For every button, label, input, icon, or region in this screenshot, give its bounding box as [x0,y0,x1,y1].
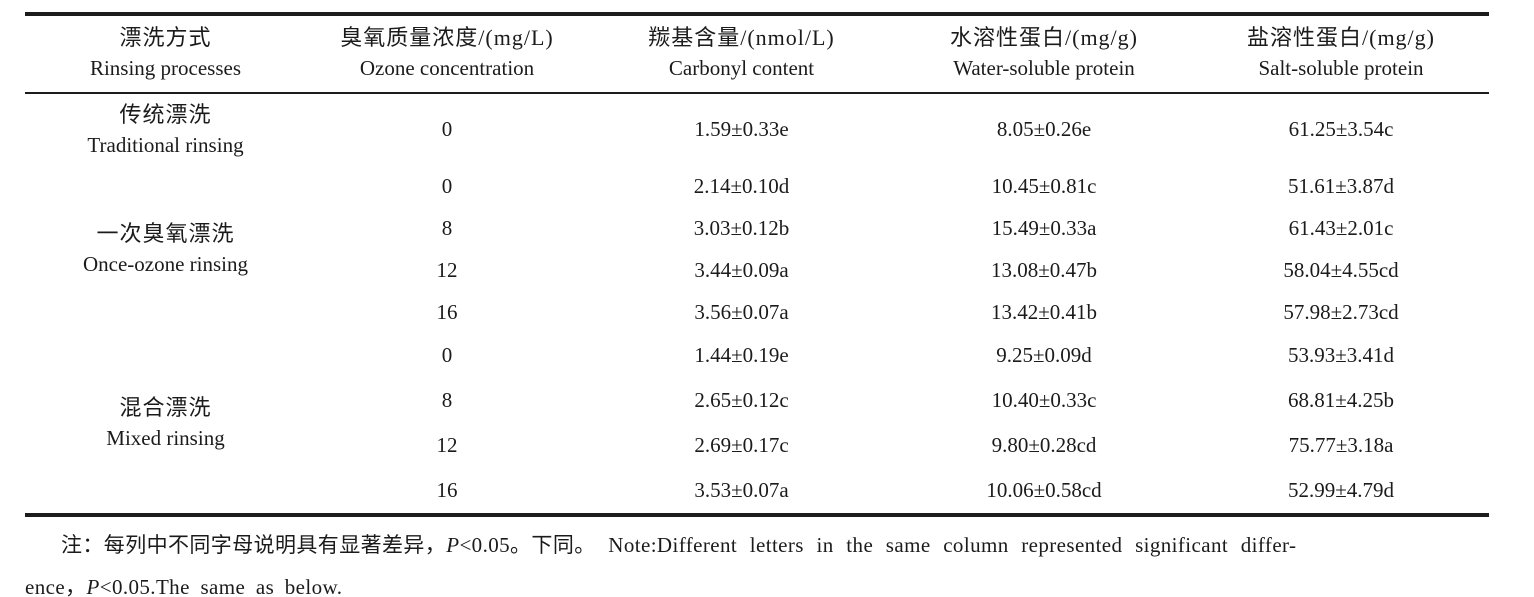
ozone-cell: 12 [436,433,458,457]
group-label-mixed-rinsing-zh: 混合漂洗 [119,395,212,420]
salt-protein-cell: 75.77±3.18a [1288,433,1394,457]
carbonyl-cell: 1.59±0.33e [694,117,789,141]
footnote-zh-text: 注：每列中不同字母说明具有显著差异， [61,533,447,557]
water-protein-cell: 10.06±0.58cd [986,478,1102,502]
table-row: 12 3.44±0.09a 13.08±0.47b 58.04±4.55cd [25,249,1489,291]
table-row: 混合漂洗 Mixed rinsing 0 1.44±0.19e 9.25±0.0… [25,333,1489,450]
table-row: 8 2.65±0.12c 10.40±0.33c 68.81±4.25b [25,378,1489,423]
col-header-carbonyl-content-en: Carbonyl content [668,56,815,80]
salt-protein-cell: 68.81±4.25b [1287,388,1395,412]
carbonyl-cell: 3.56±0.07a [694,299,789,324]
salt-protein-cell: 53.93±3.41d [1287,343,1395,367]
group-label-mixed-rinsing: 混合漂洗 Mixed rinsing [25,333,306,515]
col-header-carbonyl-content-zh: 羰基含量/(nmol/L) [648,25,835,50]
col-header-salt-soluble-protein: 盐溶性蛋白/(mg/g) Salt-soluble protein [1193,14,1489,93]
footnote-line2-prefix: ence， [25,575,87,597]
table-footnote: 注：每列中不同字母说明具有显著差异，P<0.05。下同。 Note:Differ… [25,525,1516,597]
footnote-p-symbol: P [446,533,460,557]
salt-protein-cell: 61.25±3.54c [1288,117,1394,141]
group-label-once-ozone-rinsing-en: Once-ozone rinsing [82,252,249,276]
table-row: 一次臭氧漂洗 Once-ozone rinsing 0 2.14±0.10d 1… [25,165,1489,277]
water-protein-cell: 9.25±0.09d [996,343,1092,367]
group-label-traditional-rinsing: 传统漂洗 Traditional rinsing [25,93,306,165]
col-header-rinsing-process-en: Rinsing processes [89,56,242,80]
carbonyl-cell: 1.44±0.19e [694,343,789,367]
footnote-line1-rest: <0.05。下同。 Note:Different letters in the … [459,533,1297,557]
col-header-salt-soluble-protein-zh: 盐溶性蛋白/(mg/g) [1247,25,1435,50]
col-header-salt-soluble-protein-en: Salt-soluble protein [1258,56,1424,80]
col-header-carbonyl-content: 羰基含量/(nmol/L) Carbonyl content [588,14,895,93]
carbonyl-cell: 3.44±0.09a [694,257,789,282]
col-header-rinsing-process: 漂洗方式 Rinsing processes [25,14,306,93]
salt-protein-cell: 52.99±4.79d [1287,478,1395,502]
group-label-once-ozone-rinsing: 一次臭氧漂洗 Once-ozone rinsing [25,165,306,333]
table-row: 传统漂洗 Traditional rinsing 0 1.59±0.33e 8.… [25,93,1489,165]
carbonyl-cell: 2.69±0.17c [694,433,789,457]
group-label-traditional-rinsing-en: Traditional rinsing [87,132,244,157]
footnote-line2-rest: <0.05.The same as below. [99,575,343,597]
water-protein-cell: 9.80±0.28cd [991,433,1097,457]
group-label-once-ozone-rinsing-zh: 一次臭氧漂洗 [96,221,235,246]
salt-protein-cell: 58.04±4.55cd [1283,257,1399,282]
salt-protein-cell: 51.61±3.87d [1287,173,1395,198]
water-protein-cell: 13.42±0.41b [990,299,1098,324]
carbonyl-cell: 3.03±0.12b [693,215,790,240]
carbonyl-cell: 2.65±0.12c [694,388,789,412]
carbonyl-cell: 3.53±0.07a [694,478,789,502]
ozone-cell: 8 [441,388,453,412]
water-protein-cell: 13.08±0.47b [990,257,1098,282]
table-row: 12 2.69±0.17c 9.80±0.28cd 75.77±3.18a [25,423,1489,468]
rinsing-results-table: 漂洗方式 Rinsing processes 臭氧质量浓度/(mg/L) Ozo… [25,12,1489,517]
header-row: 漂洗方式 Rinsing processes 臭氧质量浓度/(mg/L) Ozo… [25,14,1489,93]
water-protein-cell: 8.05±0.26e [996,117,1092,141]
water-protein-cell: 10.40±0.33c [991,388,1097,412]
col-header-ozone-concentration-zh: 臭氧质量浓度/(mg/L) [340,25,554,50]
col-header-water-soluble-protein: 水溶性蛋白/(mg/g) Water-soluble protein [895,14,1193,93]
col-header-water-soluble-protein-en: Water-soluble protein [953,56,1135,80]
water-protein-cell: 15.49±0.33a [991,215,1097,240]
ozone-cell: 8 [441,215,453,240]
footnote-p-symbol: P [86,575,100,597]
ozone-cell: 0 [441,117,453,141]
ozone-cell: 0 [441,343,453,367]
table-row: 8 3.03±0.12b 15.49±0.33a 61.43±2.01c [25,207,1489,249]
footnote-line-1: 注：每列中不同字母说明具有显著差异，P<0.05。下同。 Note:Differ… [25,525,1516,566]
ozone-cell: 16 [436,478,458,502]
col-header-rinsing-process-zh: 漂洗方式 [119,25,212,50]
carbonyl-cell: 2.14±0.10d [693,173,790,198]
footnote-line-2: ence，P<0.05.The same as below. [25,566,1516,597]
ozone-cell: 12 [436,257,458,282]
col-header-ozone-concentration: 臭氧质量浓度/(mg/L) Ozone concentration [306,14,588,93]
salt-protein-cell: 61.43±2.01c [1288,215,1394,240]
water-protein-cell: 10.45±0.81c [991,173,1097,198]
salt-protein-cell: 57.98±2.73cd [1283,299,1399,324]
group-label-mixed-rinsing-en: Mixed rinsing [106,426,225,450]
ozone-cell: 16 [436,299,458,324]
group-label-traditional-rinsing-zh: 传统漂洗 [119,101,212,127]
table-row: 16 3.53±0.07a 10.06±0.58cd 52.99±4.79d [25,468,1489,515]
col-header-water-soluble-protein-zh: 水溶性蛋白/(mg/g) [950,25,1138,50]
ozone-cell: 0 [441,173,453,198]
table-row: 16 3.56±0.07a 13.42±0.41b 57.98±2.73cd [25,291,1489,333]
col-header-ozone-concentration-en: Ozone concentration [359,56,535,80]
